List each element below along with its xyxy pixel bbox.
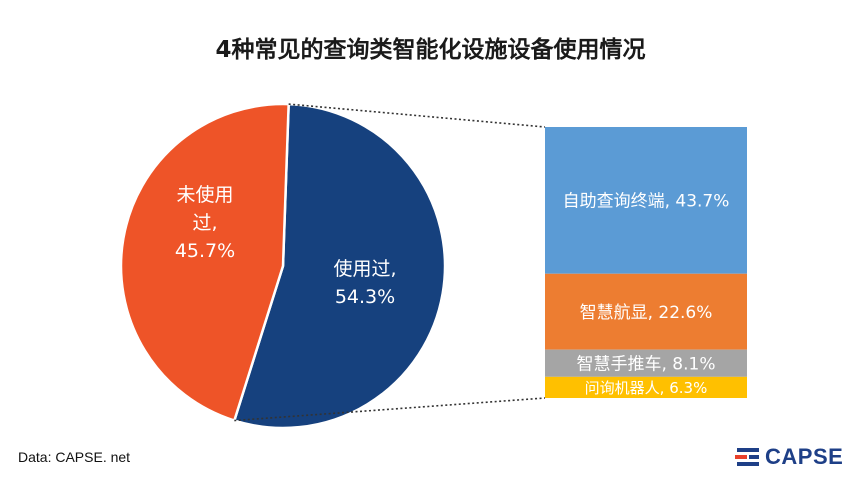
data-source-note: Data: CAPSE. net (18, 449, 131, 465)
bar-segment-label: 智慧手推车, 8.1% (577, 354, 716, 374)
bar-segment (545, 273, 747, 350)
pie-slice (119, 102, 290, 423)
pie-slice-label: 使用过, 54.3% (333, 258, 396, 308)
logo-mark-icon (735, 448, 759, 466)
pie-slice-label: 未使用过, 45.7% (175, 184, 235, 262)
bar-segment-label: 智慧航显, 22.6% (580, 303, 713, 323)
capse-logo: CAPSE (735, 444, 843, 470)
pie-chart: 使用过, 54.3% 未使用过, 45.7% (119, 102, 447, 430)
bar-segment-label: 自助查询终端, 43.7% (563, 191, 730, 211)
chart-title: 4种常见的查询类智能化设施设备使用情况 (215, 37, 646, 63)
logo-text: CAPSE (765, 444, 844, 469)
bar-segment (545, 349, 747, 377)
bar-segment-label: 问询机器人, 6.3% (585, 379, 708, 397)
breakdown-bar: 自助查询终端, 43.7% 智慧航显, 22.6% 智慧手推车, 8.1% 问询机器人… (545, 127, 747, 398)
bar-segment (545, 376, 747, 398)
bar-segment (545, 127, 747, 274)
